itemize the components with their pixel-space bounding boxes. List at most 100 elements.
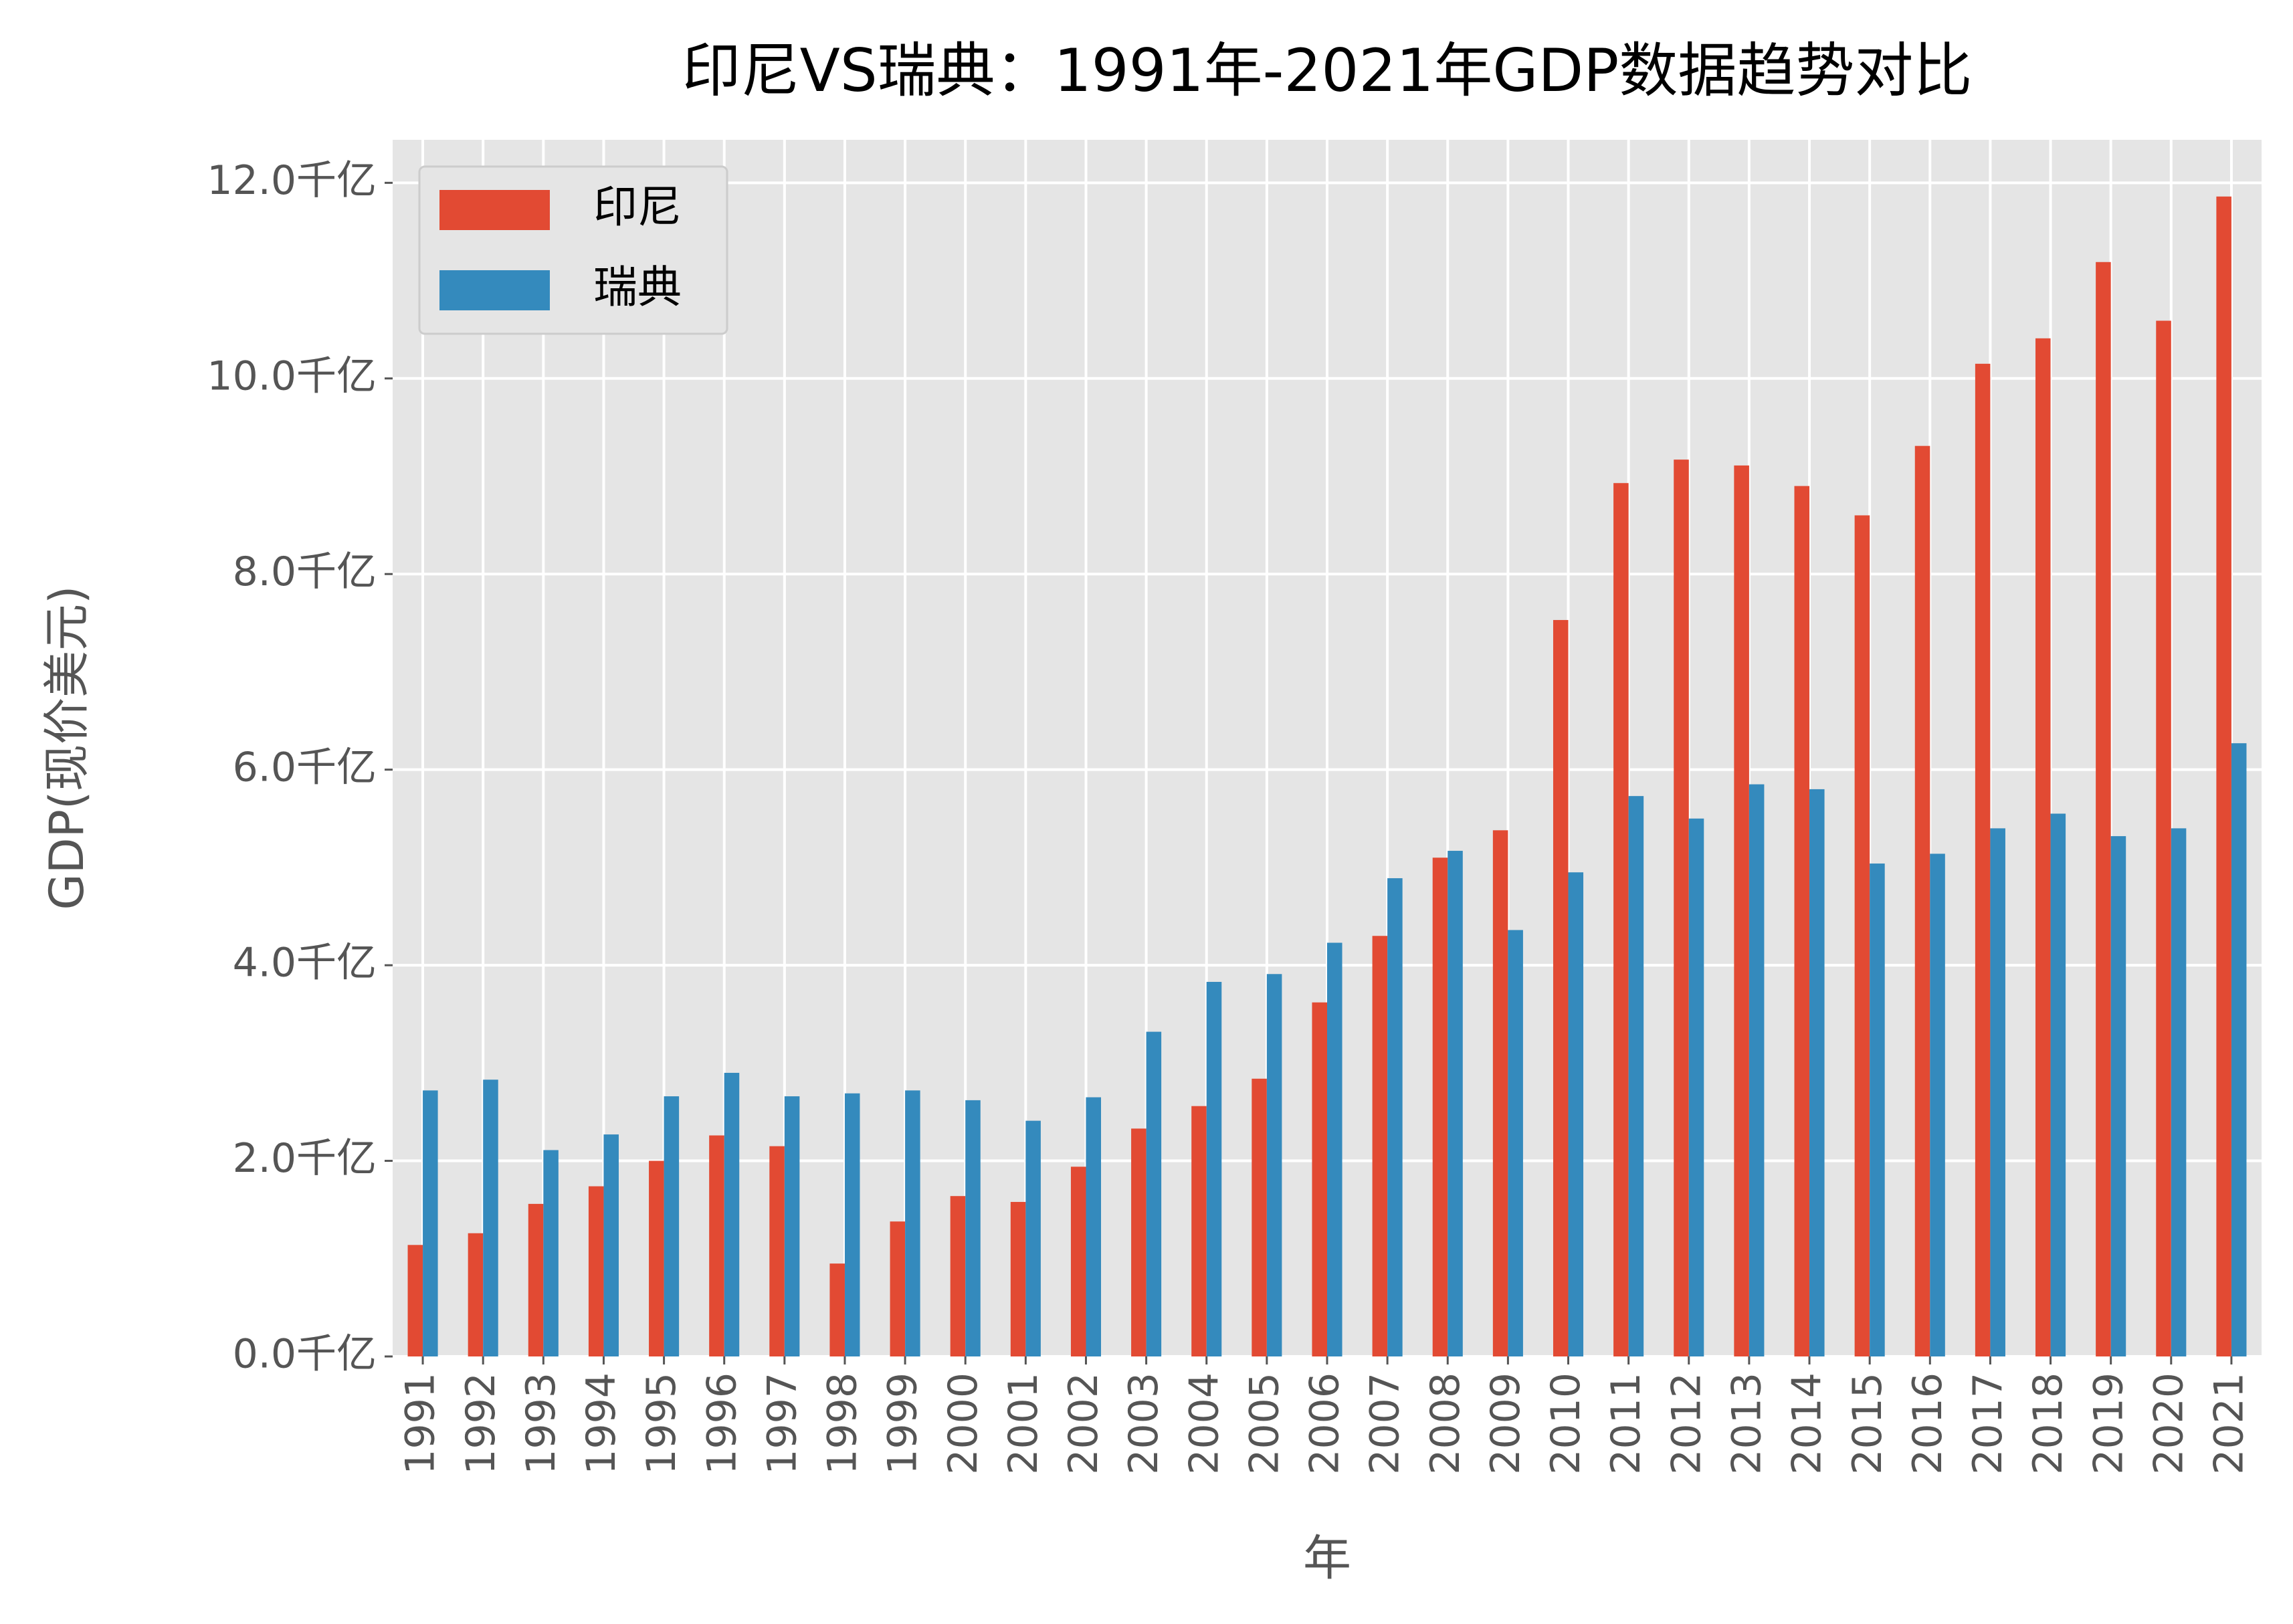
- bar: [2156, 320, 2171, 1356]
- x-tick-label: 2014: [1784, 1373, 1831, 1475]
- x-tick-label: 2006: [1302, 1373, 1349, 1475]
- y-tick-label: 10.0千亿: [207, 352, 377, 399]
- bar: [2216, 196, 2231, 1356]
- x-tick-label: 2013: [1723, 1373, 1770, 1475]
- bar: [1613, 483, 1629, 1356]
- bar: [1854, 515, 1870, 1356]
- bar: [890, 1221, 906, 1356]
- x-tick-label: 2015: [1844, 1373, 1891, 1475]
- bar: [1327, 942, 1342, 1356]
- x-tick-label: 1995: [638, 1373, 685, 1475]
- bar: [588, 1186, 604, 1356]
- bar: [1432, 857, 1448, 1356]
- x-tick-label: 2005: [1241, 1373, 1288, 1475]
- bar: [1146, 1031, 1162, 1356]
- y-tick-label: 8.0千亿: [233, 548, 377, 595]
- bar: [844, 1093, 860, 1356]
- bar: [1914, 445, 1930, 1356]
- bar: [1086, 1097, 1102, 1356]
- bar: [603, 1134, 619, 1356]
- bar: [709, 1135, 724, 1356]
- x-tick-label: 2020: [2145, 1373, 2192, 1475]
- x-tick-label: 1999: [880, 1373, 926, 1475]
- bar: [1191, 1106, 1207, 1356]
- bar: [1553, 619, 1569, 1356]
- y-tick-label: 2.0千亿: [233, 1135, 377, 1182]
- bar: [1266, 974, 1282, 1356]
- bar: [1568, 872, 1584, 1356]
- x-tick-label: 2021: [2206, 1373, 2253, 1475]
- bar: [1312, 1002, 1327, 1356]
- bar: [423, 1090, 438, 1356]
- bar: [1010, 1201, 1026, 1356]
- x-tick-label: 2009: [1482, 1373, 1529, 1475]
- x-tick-label: 1991: [397, 1373, 444, 1475]
- bar: [2035, 338, 2051, 1357]
- bar: [950, 1196, 966, 1356]
- x-tick-label: 2004: [1181, 1373, 1227, 1475]
- x-tick-label: 2018: [2025, 1373, 2072, 1475]
- bar: [649, 1160, 664, 1356]
- x-tick-label: 1994: [578, 1373, 625, 1475]
- x-tick-label: 1998: [819, 1373, 866, 1475]
- bar: [2171, 828, 2187, 1356]
- bar: [1688, 818, 1704, 1356]
- bar: [407, 1245, 423, 1356]
- bar: [2050, 813, 2066, 1356]
- bar: [965, 1100, 981, 1356]
- x-tick-label: 2010: [1542, 1373, 1589, 1475]
- bar: [1372, 936, 1388, 1356]
- x-tick-label: 1993: [518, 1373, 565, 1475]
- bar: [1734, 465, 1749, 1356]
- bar: [905, 1090, 920, 1356]
- x-tick-label: 2011: [1603, 1373, 1650, 1475]
- bar: [2110, 836, 2126, 1356]
- legend-label: 瑞典: [593, 262, 682, 313]
- legend-swatch: [439, 190, 550, 230]
- x-axis-label: 年: [1303, 1530, 1351, 1587]
- x-tick-label: 2003: [1120, 1373, 1167, 1475]
- bar: [483, 1080, 498, 1356]
- x-tick-label: 2001: [1000, 1373, 1047, 1475]
- bar: [1131, 1128, 1146, 1356]
- bar: [543, 1150, 559, 1356]
- bar: [1674, 460, 1689, 1356]
- bar: [528, 1203, 544, 1356]
- bar: [1448, 851, 1463, 1356]
- y-tick-label: 0.0千亿: [233, 1331, 377, 1378]
- bar: [1794, 486, 1810, 1356]
- bar: [1070, 1166, 1086, 1356]
- x-tick-label: 1992: [458, 1373, 504, 1475]
- bar: [468, 1233, 484, 1356]
- bar: [784, 1096, 800, 1356]
- bar: [1508, 930, 1523, 1356]
- y-axis-label: GDP(现价美元): [39, 586, 94, 910]
- bar: [1387, 878, 1403, 1356]
- bar: [769, 1146, 785, 1356]
- x-tick-label: 1996: [698, 1373, 745, 1475]
- x-tick-label: 2019: [2085, 1373, 2132, 1475]
- legend-swatch: [439, 270, 550, 310]
- bar: [1930, 853, 1945, 1356]
- bar: [664, 1096, 680, 1356]
- bar: [1628, 796, 1644, 1356]
- bar: [1975, 363, 1991, 1356]
- x-tick-label: 2002: [1060, 1373, 1107, 1475]
- x-tick-label: 2017: [1965, 1373, 2011, 1475]
- x-tick-label: 1997: [759, 1373, 805, 1475]
- bar: [2096, 262, 2111, 1356]
- bar: [1492, 830, 1508, 1356]
- y-tick-label: 4.0千亿: [233, 940, 377, 987]
- bar: [1809, 789, 1825, 1356]
- bar: [1206, 981, 1222, 1356]
- bar: [1990, 828, 2005, 1356]
- bar: [2231, 743, 2247, 1356]
- x-tick-label: 2000: [940, 1373, 987, 1475]
- bar: [1870, 864, 1885, 1356]
- legend-label: 印尼: [593, 181, 682, 233]
- x-tick-label: 2012: [1663, 1373, 1710, 1475]
- bar: [1252, 1078, 1267, 1356]
- bar: [1749, 784, 1765, 1356]
- x-tick-label: 2016: [1904, 1373, 1951, 1475]
